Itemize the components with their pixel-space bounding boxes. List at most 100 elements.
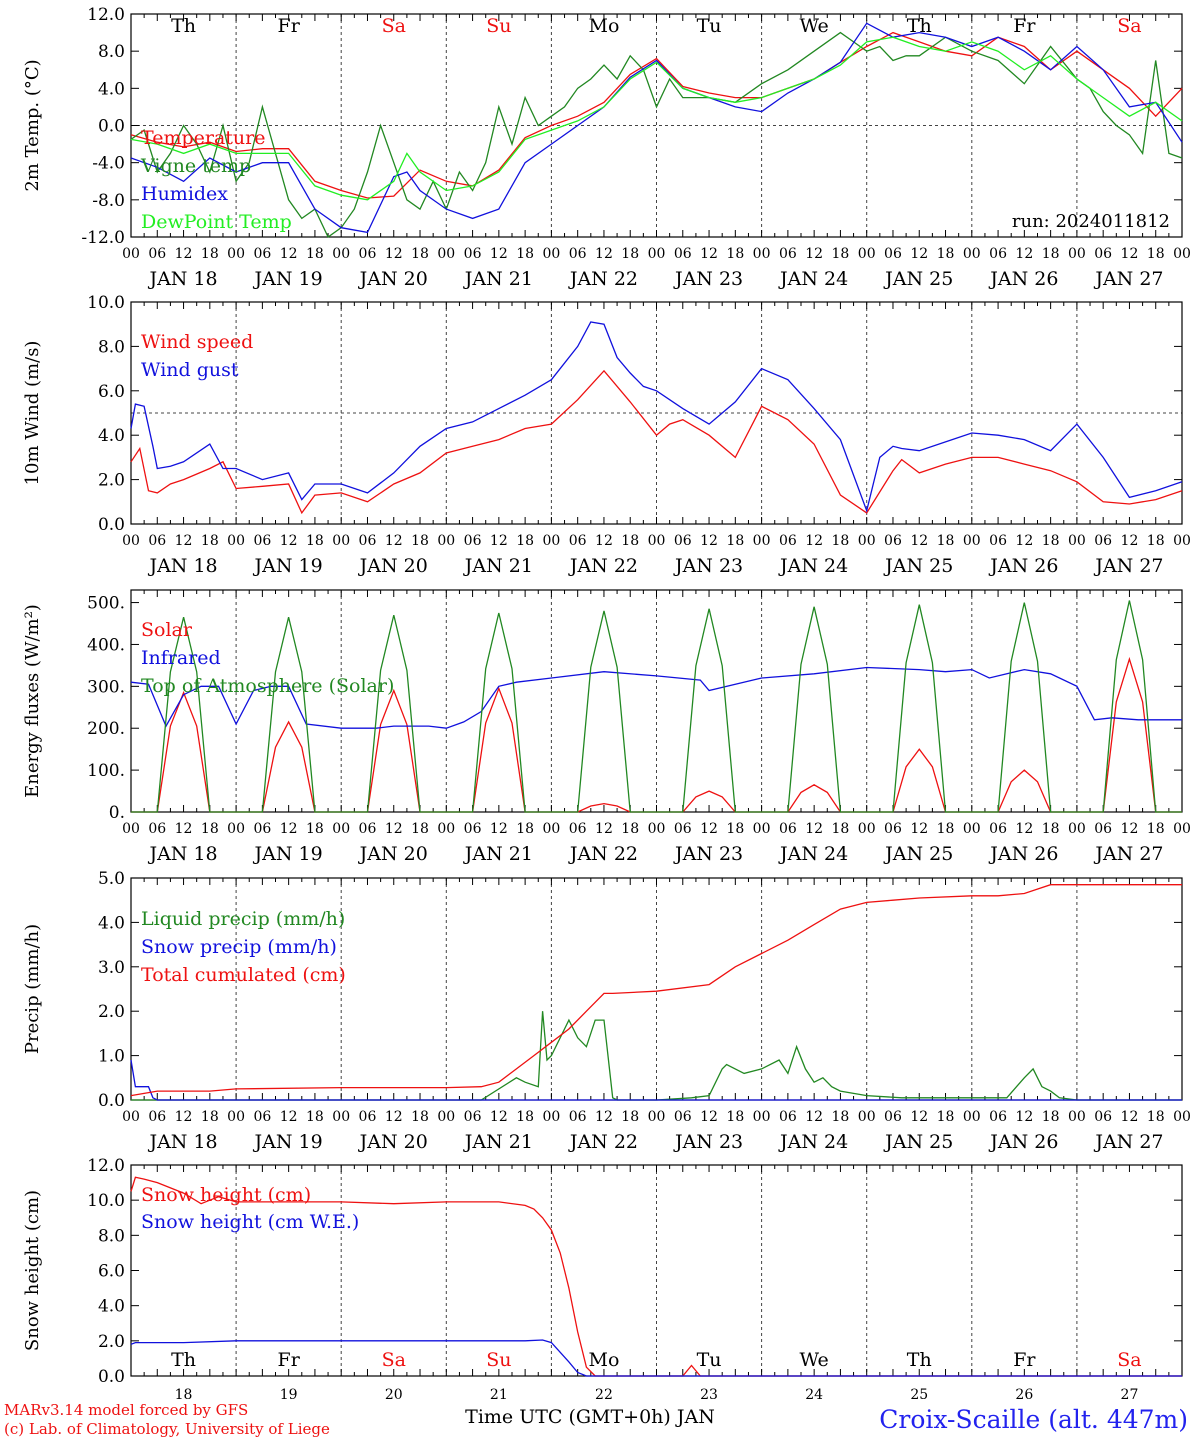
hour-label: 06 xyxy=(253,821,271,837)
hour-label: 12 xyxy=(595,246,613,262)
y-tick-label: 8.0 xyxy=(98,42,125,62)
hour-label: 06 xyxy=(779,246,797,262)
date-label: JAN 21 xyxy=(463,555,533,577)
hour-label: 00 xyxy=(227,821,245,837)
day-number-label: 25 xyxy=(910,1387,928,1403)
date-label: JAN 21 xyxy=(463,1131,533,1153)
hour-label: 06 xyxy=(569,246,587,262)
hour-label: 00 xyxy=(1173,246,1191,262)
date-label: JAN 24 xyxy=(778,555,848,577)
hour-label: 00 xyxy=(1173,821,1191,837)
date-label: JAN 19 xyxy=(253,268,323,290)
hour-label: 12 xyxy=(805,821,823,837)
hour-label: 12 xyxy=(175,533,193,549)
hour-label: 06 xyxy=(569,533,587,549)
date-label: JAN 26 xyxy=(988,555,1058,577)
date-label: JAN 18 xyxy=(147,843,217,865)
hour-label: 00 xyxy=(858,533,876,549)
date-label: JAN 27 xyxy=(1093,555,1163,577)
hour-label: 00 xyxy=(542,1109,560,1125)
hour-label: 06 xyxy=(569,821,587,837)
hour-label: 00 xyxy=(753,533,771,549)
y-tick-label: 5.0 xyxy=(98,869,125,889)
hour-label: 12 xyxy=(1121,246,1139,262)
hour-label: 12 xyxy=(280,533,298,549)
hour-label: 12 xyxy=(175,1109,193,1125)
weekday-label: Th xyxy=(907,15,932,37)
hour-label: 12 xyxy=(700,821,718,837)
hour-label: 18 xyxy=(1042,246,1060,262)
hour-label: 18 xyxy=(1147,246,1165,262)
hour-label: 12 xyxy=(700,533,718,549)
hour-label: 12 xyxy=(490,246,508,262)
series-line-wind-speed xyxy=(130,369,1183,515)
hour-label: 18 xyxy=(516,821,534,837)
station-title: Croix-Scaille (alt. 447m) xyxy=(879,1405,1188,1434)
legend-entry: Wind gust xyxy=(141,359,239,381)
hour-label: 18 xyxy=(621,821,639,837)
hour-label: 00 xyxy=(227,1109,245,1125)
hour-label: 06 xyxy=(464,1109,482,1125)
weekday-label: Fr xyxy=(278,15,301,37)
hour-label: 12 xyxy=(910,533,928,549)
hour-label: 06 xyxy=(464,821,482,837)
y-tick-label: 400. xyxy=(87,635,125,655)
weekday-label: Th xyxy=(171,15,196,37)
hour-label: 06 xyxy=(989,821,1007,837)
date-label: JAN 19 xyxy=(253,1131,323,1153)
series-line-wind-gust xyxy=(130,321,1183,513)
hour-label: 18 xyxy=(726,821,744,837)
weekday-label: Mo xyxy=(588,15,619,37)
hour-label: 00 xyxy=(1068,821,1086,837)
y-tick-label: 12.0 xyxy=(87,5,125,25)
hour-label: 06 xyxy=(989,1109,1007,1125)
legend-entry: DewPoint Temp xyxy=(141,211,292,233)
credit-line-1: MARv3.14 model forced by GFS xyxy=(4,1401,248,1419)
day-number-label: 22 xyxy=(595,1387,613,1403)
y-tick-label: 4.0 xyxy=(98,1297,125,1317)
hour-label: 12 xyxy=(175,246,193,262)
y-tick-label: 8.0 xyxy=(98,1226,125,1246)
hour-label: 00 xyxy=(542,533,560,549)
hour-label: 00 xyxy=(437,246,455,262)
hour-label: 00 xyxy=(122,533,140,549)
y-tick-label: 0. xyxy=(109,803,125,823)
footer: Time UTC (GMT+0h) JAN MARv3.14 model for… xyxy=(4,1401,1188,1438)
y-tick-label: 500. xyxy=(87,594,125,614)
hour-label: 18 xyxy=(1042,821,1060,837)
weekday-label: We xyxy=(800,1349,829,1371)
y-tick-label: 8.0 xyxy=(98,337,125,357)
hour-label: 00 xyxy=(1173,533,1191,549)
y-axis-label: 10m Wind (m/s) xyxy=(22,341,43,486)
hour-label: 12 xyxy=(910,1109,928,1125)
hour-label: 06 xyxy=(253,533,271,549)
hour-label: 12 xyxy=(805,1109,823,1125)
legend-entry: Infrared xyxy=(141,647,221,669)
y-tick-label: 4.0 xyxy=(98,426,125,446)
hour-label: 00 xyxy=(648,821,666,837)
hour-label: 18 xyxy=(516,246,534,262)
y-tick-label: 10.0 xyxy=(87,293,125,313)
date-label: JAN 24 xyxy=(778,843,848,865)
hour-label: 12 xyxy=(805,246,823,262)
date-label: JAN 23 xyxy=(673,268,743,290)
weekday-label: Sa xyxy=(1117,1349,1141,1371)
day-number-label: 21 xyxy=(490,1387,508,1403)
hour-label: 06 xyxy=(148,533,166,549)
hour-label: 18 xyxy=(201,246,219,262)
legend-entry: Total cumulated (cm) xyxy=(141,964,346,986)
y-tick-label: 0.0 xyxy=(98,515,125,535)
day-number-label: 24 xyxy=(805,1387,823,1403)
hour-label: 12 xyxy=(700,1109,718,1125)
hour-label: 18 xyxy=(201,1109,219,1125)
date-label: JAN 22 xyxy=(568,268,638,290)
date-label: JAN 21 xyxy=(463,843,533,865)
legend-entry: Snow height (cm W.E.) xyxy=(141,1211,359,1233)
series-line-temperature xyxy=(130,31,1183,199)
date-label: JAN 21 xyxy=(463,268,533,290)
hour-label: 18 xyxy=(516,1109,534,1125)
hour-label: 18 xyxy=(726,533,744,549)
date-label: JAN 27 xyxy=(1093,268,1163,290)
hour-label: 06 xyxy=(884,246,902,262)
